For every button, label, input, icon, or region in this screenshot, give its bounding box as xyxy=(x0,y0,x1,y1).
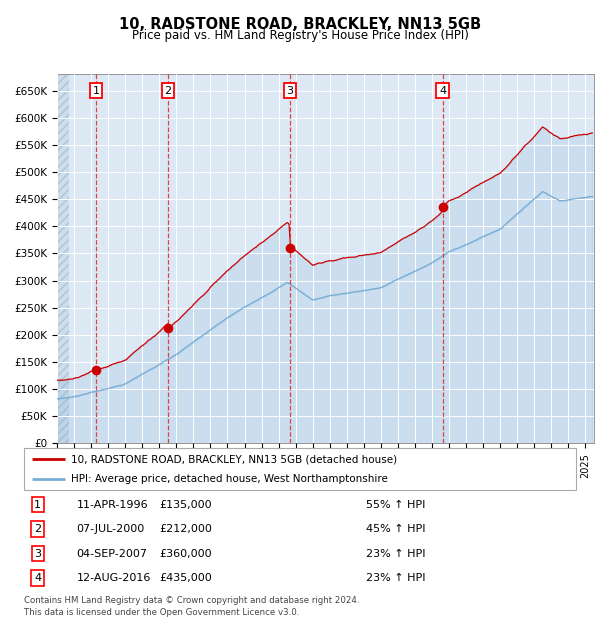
Text: 3: 3 xyxy=(287,86,293,95)
Text: 4: 4 xyxy=(439,86,446,95)
Text: Contains HM Land Registry data © Crown copyright and database right 2024.
This d: Contains HM Land Registry data © Crown c… xyxy=(24,596,359,617)
Text: 4: 4 xyxy=(34,573,41,583)
Text: 45% ↑ HPI: 45% ↑ HPI xyxy=(366,524,426,534)
Text: 10, RADSTONE ROAD, BRACKLEY, NN13 5GB: 10, RADSTONE ROAD, BRACKLEY, NN13 5GB xyxy=(119,17,481,32)
Text: 10, RADSTONE ROAD, BRACKLEY, NN13 5GB (detached house): 10, RADSTONE ROAD, BRACKLEY, NN13 5GB (d… xyxy=(71,454,397,464)
Text: 11-APR-1996: 11-APR-1996 xyxy=(76,500,148,510)
Text: 07-JUL-2000: 07-JUL-2000 xyxy=(76,524,145,534)
Text: 3: 3 xyxy=(34,549,41,559)
Text: 2: 2 xyxy=(164,86,172,95)
Text: 2: 2 xyxy=(34,524,41,534)
Bar xyxy=(57,74,69,443)
Text: 04-SEP-2007: 04-SEP-2007 xyxy=(76,549,148,559)
Text: £435,000: £435,000 xyxy=(159,573,212,583)
Text: 1: 1 xyxy=(92,86,100,95)
Text: 12-AUG-2016: 12-AUG-2016 xyxy=(76,573,151,583)
Text: 23% ↑ HPI: 23% ↑ HPI xyxy=(366,549,426,559)
Text: 1: 1 xyxy=(34,500,41,510)
Text: £212,000: £212,000 xyxy=(159,524,212,534)
Text: 55% ↑ HPI: 55% ↑ HPI xyxy=(366,500,425,510)
FancyBboxPatch shape xyxy=(24,448,576,490)
Text: £360,000: £360,000 xyxy=(159,549,212,559)
Text: HPI: Average price, detached house, West Northamptonshire: HPI: Average price, detached house, West… xyxy=(71,474,388,484)
Text: 23% ↑ HPI: 23% ↑ HPI xyxy=(366,573,426,583)
Text: Price paid vs. HM Land Registry's House Price Index (HPI): Price paid vs. HM Land Registry's House … xyxy=(131,29,469,42)
Text: £135,000: £135,000 xyxy=(159,500,212,510)
